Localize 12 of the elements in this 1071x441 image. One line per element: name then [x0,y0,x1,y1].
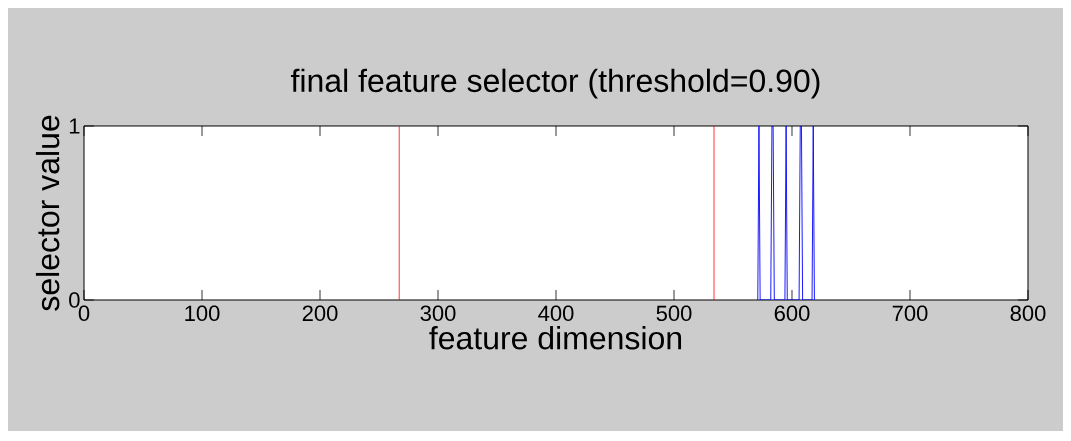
x-tick-label: 200 [302,305,338,322]
x-tick-label: 100 [185,305,220,322]
x-tick-label: 300 [420,305,456,322]
x-tick-label: 700 [892,305,928,322]
x-tick-label: 600 [774,305,810,322]
y-tick-label: 1 [69,118,80,134]
x-tick-label: 500 [656,305,692,322]
x-tick-label: 800 [1010,305,1046,322]
y-axis-title: selector value [35,115,60,311]
chart-title: final feature selector (threshold=0.90) [290,68,820,99]
x-tick-label: 400 [538,305,574,322]
x-axis-title: feature dimension [429,325,682,350]
